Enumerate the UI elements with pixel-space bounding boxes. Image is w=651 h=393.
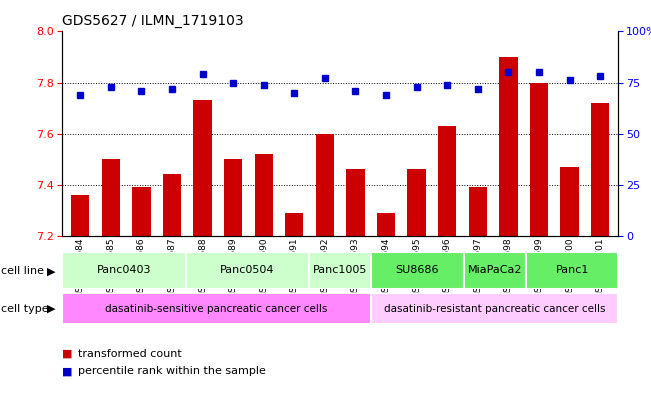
Text: percentile rank within the sample: percentile rank within the sample: [78, 366, 266, 376]
Text: ■: ■: [62, 366, 72, 376]
Bar: [561, 167, 579, 236]
Bar: [309, 252, 371, 289]
Bar: [186, 252, 309, 289]
Text: Panc1005: Panc1005: [313, 265, 367, 275]
Bar: [377, 213, 395, 236]
Bar: [530, 83, 548, 236]
Bar: [224, 159, 242, 236]
Bar: [499, 57, 518, 236]
Text: ▶: ▶: [47, 266, 55, 276]
Bar: [525, 252, 618, 289]
Bar: [255, 154, 273, 236]
Text: Panc1: Panc1: [555, 265, 589, 275]
Bar: [346, 169, 365, 236]
Text: dasatinib-sensitive pancreatic cancer cells: dasatinib-sensitive pancreatic cancer ce…: [105, 303, 327, 314]
Bar: [102, 159, 120, 236]
Bar: [163, 174, 181, 236]
Bar: [371, 293, 618, 324]
Bar: [132, 187, 150, 236]
Text: Panc0403: Panc0403: [96, 265, 151, 275]
Text: cell line: cell line: [1, 266, 44, 276]
Bar: [408, 169, 426, 236]
Bar: [62, 293, 371, 324]
Bar: [464, 252, 525, 289]
Bar: [71, 195, 89, 236]
Bar: [62, 252, 186, 289]
Text: Panc0504: Panc0504: [220, 265, 275, 275]
Text: transformed count: transformed count: [78, 349, 182, 359]
Bar: [316, 134, 334, 236]
Bar: [371, 252, 464, 289]
Text: SU8686: SU8686: [396, 265, 439, 275]
Text: GDS5627 / ILMN_1719103: GDS5627 / ILMN_1719103: [62, 14, 243, 28]
Text: cell type: cell type: [1, 303, 49, 314]
Bar: [285, 213, 303, 236]
Bar: [591, 103, 609, 236]
Text: MiaPaCa2: MiaPaCa2: [467, 265, 522, 275]
Bar: [193, 100, 212, 236]
Text: ■: ■: [62, 349, 72, 359]
Text: dasatinib-resistant pancreatic cancer cells: dasatinib-resistant pancreatic cancer ce…: [384, 303, 605, 314]
Bar: [438, 126, 456, 236]
Text: ▶: ▶: [47, 303, 55, 314]
Bar: [469, 187, 487, 236]
